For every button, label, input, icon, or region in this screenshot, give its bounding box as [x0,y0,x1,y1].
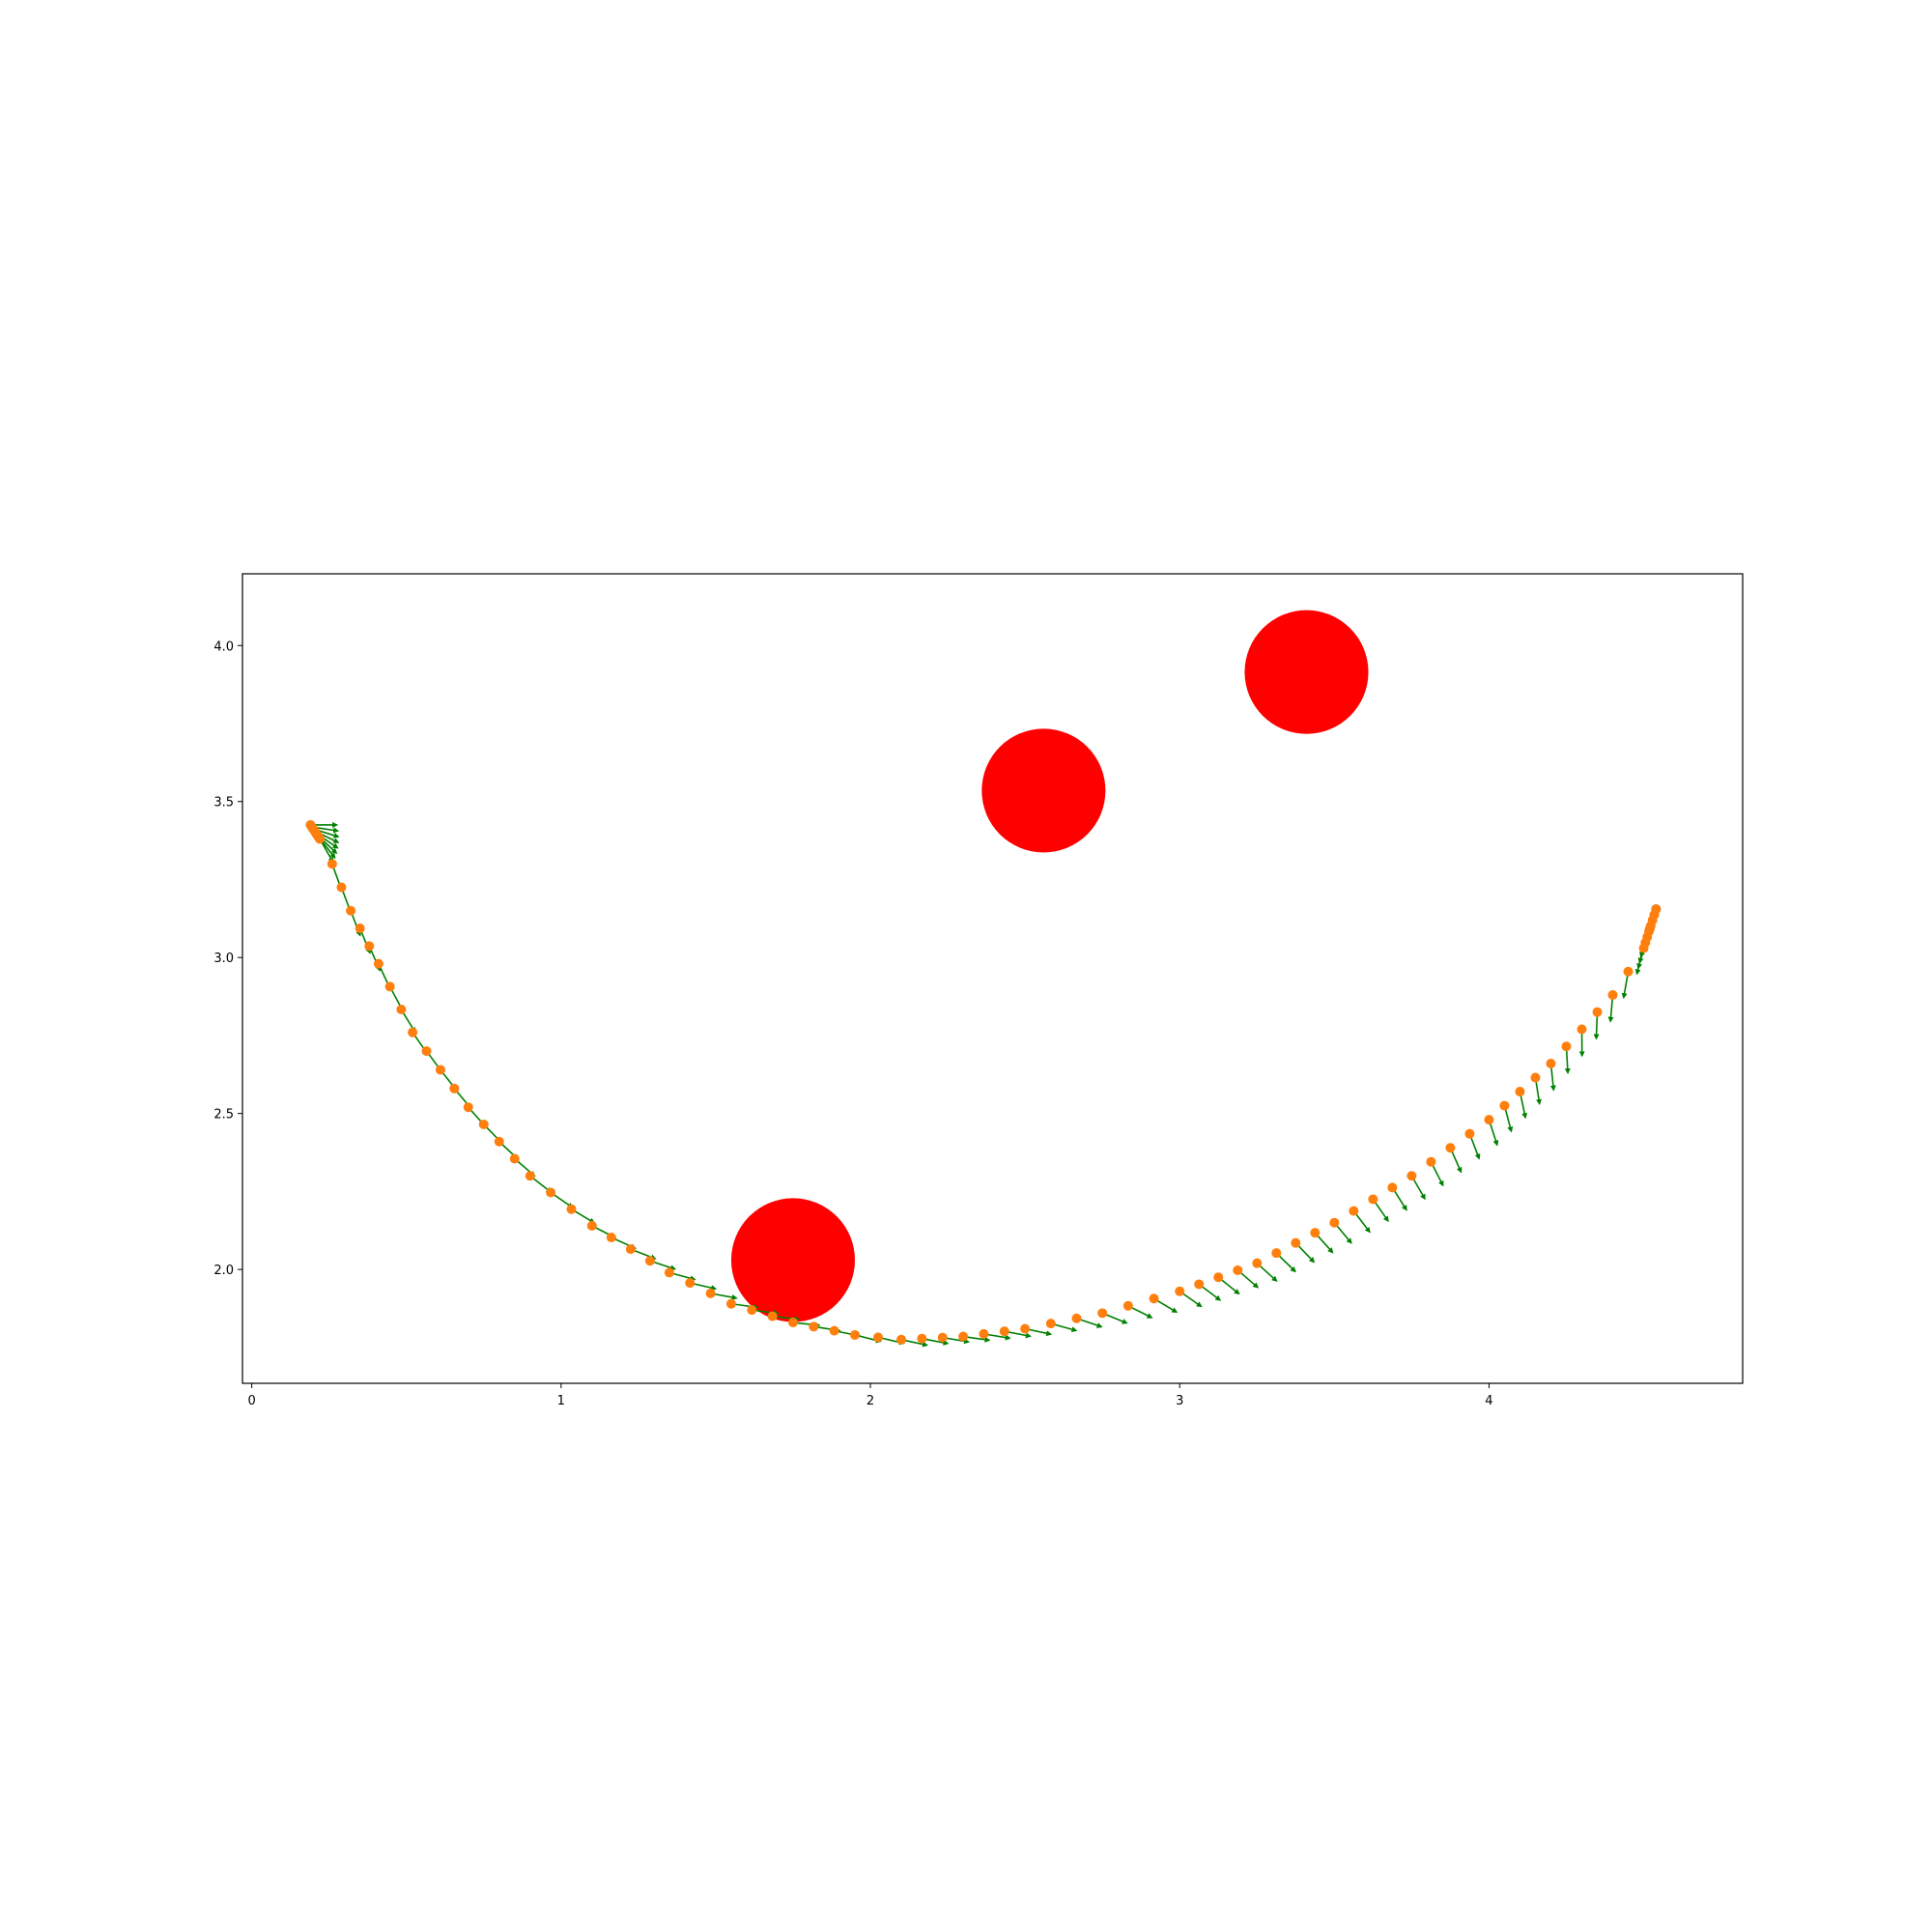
path-point [421,1046,432,1057]
path-point [979,1328,989,1339]
path-point [1175,1286,1185,1296]
path-point [1097,1308,1108,1319]
path-point [355,923,365,934]
path-point [327,859,337,869]
path-point [346,905,356,916]
x-axis-ticks: 0 1 2 3 4 [247,1383,1493,1408]
path-point [917,1333,927,1344]
path-point [850,1329,861,1340]
path-point [408,1027,418,1037]
obstacle-circle [981,728,1106,853]
path-point [809,1321,819,1332]
path-point [1561,1041,1572,1052]
x-tick-label: 2 [867,1394,874,1408]
path-point [1445,1143,1456,1153]
path-point [1122,1300,1133,1311]
y-tick-label: 2.5 [213,1108,234,1122]
path-point [1623,966,1634,977]
obstacle-circle [1244,610,1369,734]
y-tick-label: 3.0 [213,952,234,966]
path-point [546,1187,556,1198]
path-point [873,1332,884,1343]
path-point [1252,1258,1263,1268]
x-tick-label: 0 [247,1394,255,1408]
path-point [1484,1115,1494,1125]
y-tick-label: 4.0 [213,639,234,654]
path-point [364,941,375,952]
path-point [478,1119,489,1129]
x-tick-label: 3 [1176,1394,1183,1408]
path-point [1368,1194,1378,1205]
path-point [644,1256,655,1266]
heading-arrows-layer [310,821,1658,1348]
obstacle-circle [730,1198,856,1322]
path-point [1426,1156,1436,1167]
path-point [1649,909,1660,920]
path-points-layer [305,819,1662,1345]
path-point [396,1005,407,1015]
path-point [336,882,347,893]
path-point [509,1153,520,1164]
x-tick-label: 1 [557,1394,565,1408]
path-point [1349,1206,1359,1216]
path-point [685,1278,696,1289]
path-point [937,1332,948,1343]
path-point [1499,1100,1510,1111]
path-point [747,1305,757,1316]
path-point [1387,1182,1398,1193]
path-point [1530,1072,1541,1083]
path-point [1045,1319,1056,1329]
path-point [1310,1228,1321,1238]
path-point [1592,1007,1603,1017]
path-point [606,1233,616,1243]
y-tick-label: 3.5 [213,796,234,810]
path-point [1149,1293,1159,1304]
path-point [625,1244,636,1255]
y-tick-label: 2.0 [213,1264,234,1278]
path-point [705,1288,716,1298]
path-point [1464,1128,1475,1139]
path-point [1213,1272,1224,1283]
obstacles-layer [730,610,1369,1322]
path-point [1271,1248,1282,1259]
x-tick-label: 4 [1485,1394,1492,1408]
path-point [1233,1264,1243,1275]
path-point [999,1326,1009,1337]
path-point [787,1318,798,1328]
path-point [829,1325,839,1336]
path-point [373,958,384,969]
path-point [566,1204,577,1214]
path-point [1020,1323,1031,1334]
path-point [1607,989,1618,1000]
path-point [1071,1313,1082,1323]
path-point [896,1334,907,1345]
path-point [958,1331,969,1342]
y-axis-ticks: 2.0 2.5 3.0 3.5 4.0 [213,639,242,1278]
plot-frame [242,573,1744,1384]
path-point [1577,1024,1587,1035]
path-point [586,1220,597,1231]
path-point [1515,1087,1525,1097]
path-point [1546,1058,1556,1068]
path-point [384,981,395,992]
path-point [494,1136,504,1147]
path-point [1329,1217,1340,1228]
path-point [313,832,324,842]
path-point [767,1311,778,1321]
path-point [1194,1279,1205,1290]
path-point [525,1171,535,1181]
path-point [1291,1237,1301,1248]
path-point [1406,1171,1417,1181]
path-point [449,1083,460,1094]
path-point [463,1102,473,1113]
path-point [435,1065,445,1075]
path-point [664,1267,674,1278]
path-point [725,1298,736,1309]
